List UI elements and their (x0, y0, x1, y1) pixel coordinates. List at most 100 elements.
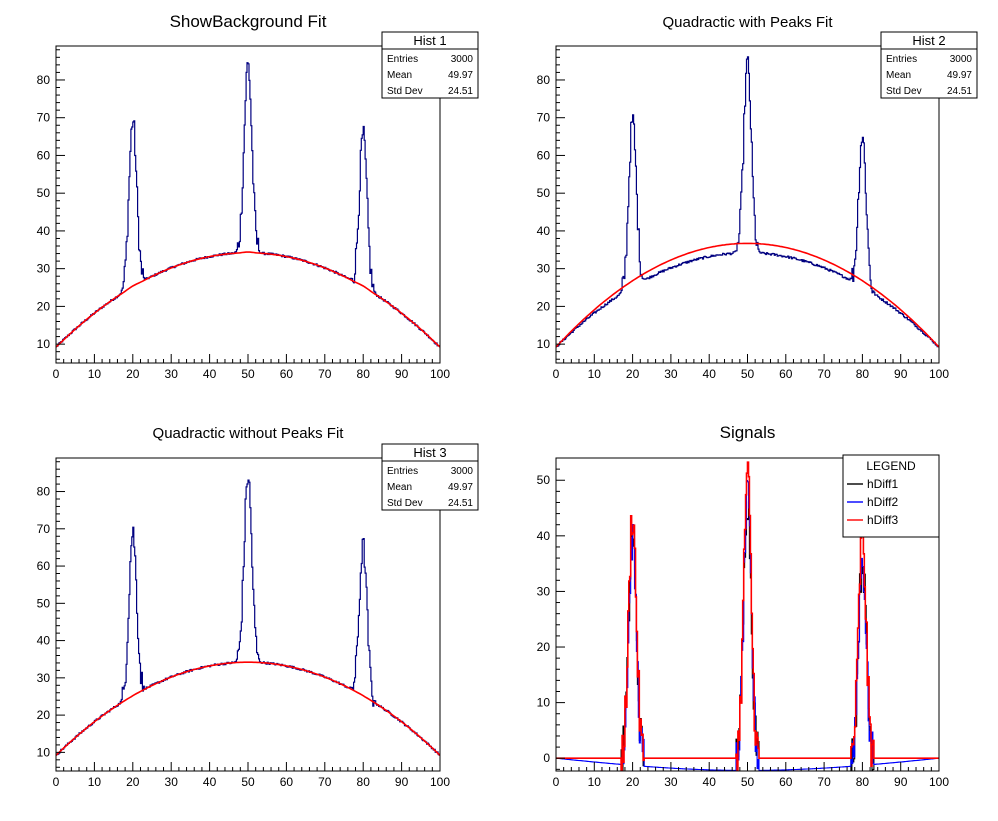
x-tick-label: 0 (53, 367, 60, 381)
stats-title: Hist 3 (413, 445, 446, 460)
y-tick-label: 40 (537, 224, 551, 238)
x-tick-label: 50 (741, 775, 755, 789)
legend-frame (842, 454, 940, 538)
stats-label: Mean (886, 70, 911, 81)
x-tick-label: 60 (779, 775, 793, 789)
x-tick-label: 70 (318, 775, 332, 789)
series-histogram (556, 56, 939, 348)
stats-value: 49.97 (448, 482, 473, 493)
y-tick-label: 10 (37, 745, 51, 759)
stats-label: Mean (387, 70, 412, 81)
x-tick-label: 30 (664, 367, 678, 381)
y-tick-label: 20 (37, 708, 51, 722)
x-tick-label: 10 (88, 775, 102, 789)
x-tick-label: 20 (126, 367, 140, 381)
series-hDiff1 (556, 501, 939, 771)
plot-area (556, 461, 939, 771)
y-tick-label: 10 (37, 337, 51, 351)
x-tick-label: 30 (165, 775, 179, 789)
x-tick-label: 80 (357, 367, 371, 381)
x-tick-label: 40 (703, 367, 717, 381)
y-tick-label: 60 (537, 148, 551, 162)
y-tick-label: 30 (37, 262, 51, 276)
x-tick-label: 70 (817, 775, 831, 789)
series-fit (56, 251, 440, 348)
x-tick-label: 100 (430, 775, 450, 789)
y-tick-label: 60 (37, 148, 51, 162)
x-tick-label: 80 (357, 775, 371, 789)
legend: LEGEND hDiff1 hDiff2 hDiff3 (842, 454, 940, 538)
y-tick-label: 70 (537, 111, 551, 125)
x-tick-label: 40 (703, 775, 717, 789)
y-tick-label: 80 (537, 73, 551, 87)
y-tick-label: 60 (37, 559, 51, 573)
series-fit (556, 242, 939, 348)
plot-area (56, 62, 440, 348)
stats-label: Mean (387, 482, 412, 493)
y-tick-label: 50 (537, 473, 551, 487)
stats-box-frame (880, 31, 978, 99)
x-tick-label: 10 (588, 367, 602, 381)
x-axis: 0 10 20 30 40 50 60 70 80 90 100 (53, 762, 450, 789)
chart-title: Quadractic without Peaks Fit (153, 425, 345, 442)
x-tick-label: 80 (856, 775, 870, 789)
chart-panel-4: Signals 0 10 20 30 40 50 60 70 80 90 100 0 10 20 30 40 50… (537, 423, 950, 789)
series-hDiff2 (556, 480, 939, 771)
y-tick-label: 30 (37, 671, 51, 685)
y-axis: 0 10 20 30 40 50 (537, 457, 565, 770)
y-tick-label: 80 (37, 73, 51, 87)
x-tick-label: 50 (741, 367, 755, 381)
stats-box: Hist 3 Entries 3000 Mean 49.97 Std Dev 24.51 (381, 443, 479, 511)
x-tick-label: 10 (588, 775, 602, 789)
y-tick-label: 50 (37, 596, 51, 610)
chart-panel-3: Quadractic without Peaks Fit 0 10 20 30 40 50 6… (37, 425, 479, 789)
y-tick-label: 10 (537, 337, 551, 351)
stats-box-frame (381, 443, 479, 511)
y-axis: 10 20 30 40 50 60 70 80 (37, 461, 65, 768)
series-histogram (56, 479, 440, 756)
x-tick-label: 80 (856, 367, 870, 381)
y-tick-label: 20 (537, 299, 551, 313)
stats-value: 24.51 (947, 86, 972, 97)
x-tick-label: 60 (779, 367, 793, 381)
stats-box: Hist 2 Entries 3000 Mean 49.97 Std Dev 24.51 (880, 31, 978, 99)
x-axis: 0 10 20 30 40 50 60 70 80 90 100 (553, 762, 949, 789)
x-tick-label: 70 (318, 367, 332, 381)
x-tick-label: 90 (395, 367, 409, 381)
y-tick-label: 50 (37, 186, 51, 200)
stats-label: Std Dev (387, 86, 423, 97)
y-tick-label: 50 (537, 186, 551, 200)
x-tick-label: 0 (53, 775, 60, 789)
stats-value: 49.97 (448, 70, 473, 81)
series-fit (56, 661, 440, 756)
y-tick-label: 20 (37, 299, 51, 313)
y-tick-label: 30 (537, 262, 551, 276)
legend-entry: hDiff2 (867, 495, 898, 509)
x-tick-label: 50 (241, 367, 255, 381)
x-axis: 0 10 20 30 40 50 60 70 80 90 100 (553, 354, 949, 381)
y-tick-label: 80 (37, 485, 51, 499)
x-tick-label: 10 (88, 367, 102, 381)
x-tick-label: 90 (894, 367, 908, 381)
x-tick-label: 70 (817, 367, 831, 381)
y-tick-label: 40 (537, 529, 551, 543)
stats-title: Hist 1 (413, 33, 446, 48)
x-tick-label: 0 (553, 775, 560, 789)
chart-title: Signals (720, 423, 776, 442)
stats-value: 24.51 (448, 86, 473, 97)
x-tick-label: 20 (626, 775, 640, 789)
y-axis: 10 20 30 40 50 60 70 80 (537, 49, 565, 360)
legend-title: LEGEND (866, 459, 916, 473)
x-tick-label: 20 (626, 367, 640, 381)
stats-label: Entries (886, 54, 917, 65)
chart-panel-2: Quadractic with Peaks Fit 0 10 20 30 40 50 60 70… (537, 14, 978, 381)
stats-box-frame (381, 31, 479, 99)
y-axis: 10 20 30 40 50 60 70 80 (37, 49, 65, 360)
x-tick-label: 20 (126, 775, 140, 789)
x-axis: 0 10 20 30 40 50 60 70 80 90 100 (53, 354, 450, 381)
y-tick-label: 10 (537, 696, 551, 710)
legend-entry: hDiff3 (867, 513, 898, 527)
x-tick-label: 90 (395, 775, 409, 789)
stats-label: Entries (387, 54, 418, 65)
